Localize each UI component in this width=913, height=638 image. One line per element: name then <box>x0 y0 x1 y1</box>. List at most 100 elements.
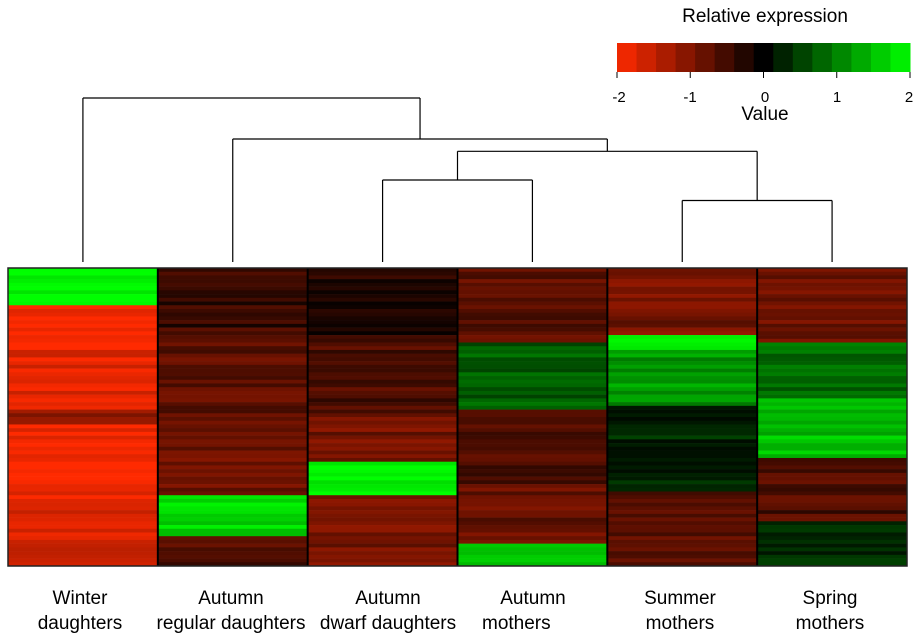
heatmap-cell <box>607 562 758 567</box>
heatmap-cell <box>307 510 458 515</box>
heatmap-cell <box>157 282 308 287</box>
heatmap-cell <box>157 525 308 530</box>
sample-label-spring-mothers: Spring mothers <box>765 586 895 636</box>
heatmap-cell <box>307 402 458 407</box>
heatmap-cell <box>157 368 308 373</box>
heatmap-cell <box>8 562 159 567</box>
heatmap-cell <box>757 361 908 366</box>
heatmap-cell <box>757 387 908 392</box>
heatmap-cell <box>157 528 308 533</box>
heatmap-cell <box>307 294 458 299</box>
heatmap-cell <box>757 308 908 313</box>
heatmap-cell <box>157 506 308 511</box>
heatmap-cell <box>457 454 608 459</box>
sample-label-autumn-regular-daughters: Autumn regular daughters <box>136 586 326 636</box>
heatmap-cell <box>8 357 159 362</box>
heatmap-cell <box>457 390 608 395</box>
heatmap-cell <box>757 372 908 377</box>
heatmap-cell <box>8 461 159 466</box>
heatmap-cell <box>157 349 308 354</box>
heatmap-cell <box>457 498 608 503</box>
heatmap-cell <box>307 271 458 276</box>
heatmap-cell <box>8 525 159 530</box>
heatmap-cell <box>8 558 159 563</box>
heatmap-cell <box>307 487 458 492</box>
heatmap-cell <box>757 539 908 544</box>
heatmap-cell <box>307 417 458 422</box>
heatmap-cell <box>457 353 608 358</box>
heatmap-cell <box>157 435 308 440</box>
heatmap-cell <box>307 476 458 481</box>
heatmap-cell <box>757 338 908 343</box>
heatmap-cell <box>307 461 458 466</box>
heatmap-cell <box>157 279 308 284</box>
heatmap-cell <box>307 372 458 377</box>
heatmap-cell <box>757 525 908 530</box>
heatmap-cell <box>457 513 608 518</box>
heatmap-cell <box>307 308 458 313</box>
heatmap-cell <box>157 417 308 422</box>
heatmap-cell <box>457 279 608 284</box>
heatmap-cell <box>457 320 608 325</box>
heatmap-cell <box>457 461 608 466</box>
heatmap-cell <box>8 349 159 354</box>
heatmap-cell <box>457 517 608 522</box>
heatmap-cell <box>607 528 758 533</box>
heatmap-cell <box>157 275 308 280</box>
heatmap-cell <box>307 349 458 354</box>
heatmap-cell <box>307 517 458 522</box>
heatmap-cell <box>8 383 159 388</box>
heatmap-cell <box>457 443 608 448</box>
heatmap-cell <box>607 506 758 511</box>
heatmap-cell <box>757 294 908 299</box>
heatmap-cell <box>607 320 758 325</box>
heatmap-cell <box>8 316 159 321</box>
heatmap-cell <box>457 338 608 343</box>
heatmap-cell <box>607 525 758 530</box>
heatmap-cell <box>307 521 458 526</box>
heatmap-cell <box>307 446 458 451</box>
heatmap-cell <box>757 335 908 340</box>
heatmap-cell <box>607 402 758 407</box>
heatmap-cell <box>757 551 908 556</box>
heatmap-cell <box>157 446 308 451</box>
legend-color-step <box>636 43 657 72</box>
heatmap-cell <box>457 305 608 310</box>
heatmap-cell <box>307 316 458 321</box>
heatmap-cell <box>457 271 608 276</box>
heatmap-cell <box>307 361 458 366</box>
heatmap-cell <box>8 331 159 336</box>
heatmap-cell <box>307 376 458 381</box>
heatmap-cell <box>8 290 159 295</box>
heatmap-cell <box>307 469 458 474</box>
heatmap-cell <box>457 439 608 444</box>
heatmap-cell <box>607 331 758 336</box>
heatmap-cell <box>307 457 458 462</box>
heatmap-cell <box>8 424 159 429</box>
heatmap-cell <box>307 528 458 533</box>
heatmap-cell <box>757 498 908 503</box>
heatmap-cell <box>307 439 458 444</box>
heatmap-cell <box>607 491 758 496</box>
heatmap-cell <box>607 286 758 291</box>
heatmap-cell <box>8 539 159 544</box>
heatmap-cell <box>157 342 308 347</box>
heatmap-cell <box>607 428 758 433</box>
heatmap-cell <box>607 480 758 485</box>
heatmap-cell <box>157 297 308 302</box>
heatmap-cell <box>157 387 308 392</box>
heatmap-cell <box>8 327 159 332</box>
sample-label-winter-daughters: Winter daughters <box>0 586 160 636</box>
heatmap-cell <box>457 495 608 500</box>
heatmap-cell <box>607 301 758 306</box>
heatmap-cell <box>157 554 308 559</box>
heatmap-cell <box>307 286 458 291</box>
heatmap-cell <box>607 435 758 440</box>
heatmap-cell <box>457 372 608 377</box>
heatmap-cell <box>307 364 458 369</box>
heatmap-cell <box>8 394 159 399</box>
heatmap-cell <box>457 361 608 366</box>
heatmap-cell <box>8 353 159 358</box>
heatmap-cell <box>307 368 458 373</box>
heatmap-cell <box>457 413 608 418</box>
